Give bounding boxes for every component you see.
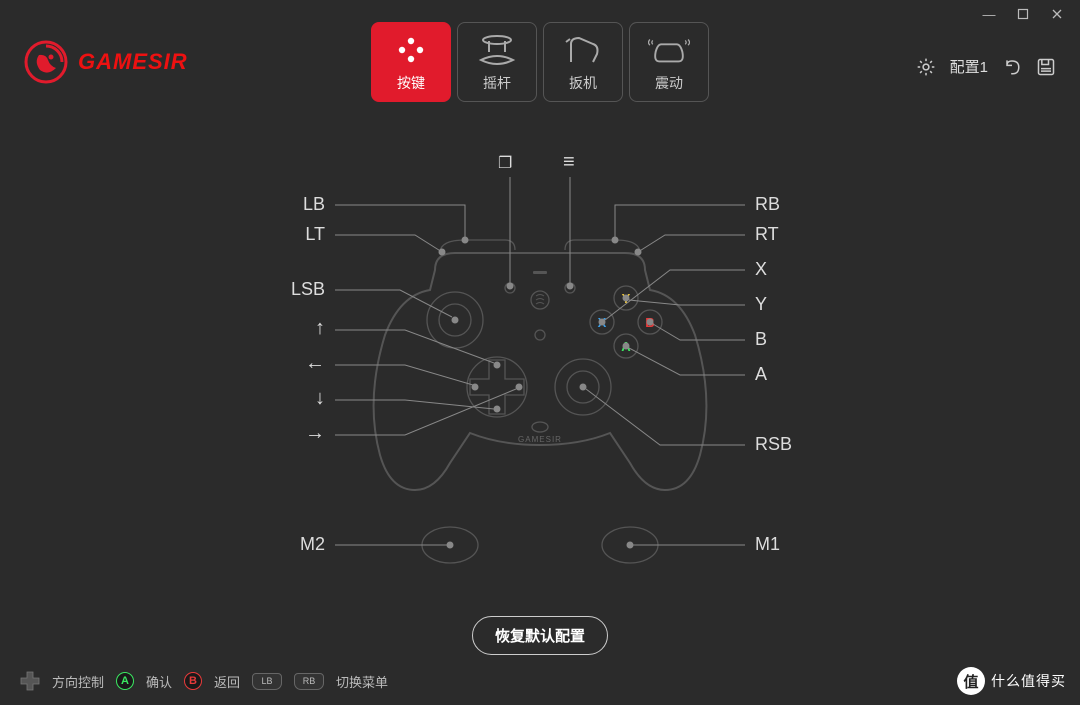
footer-hints: 方向控制 A 确认 B 返回 LB RB 切换菜单 [20, 671, 388, 691]
label-x[interactable]: X [755, 259, 767, 280]
lb-hint-icon: LB [252, 673, 282, 690]
label-left[interactable]: ← [305, 352, 325, 375]
vibrate-tab-icon [648, 31, 690, 69]
sticks-tab-icon [476, 31, 518, 69]
menu-icon[interactable]: ≡ [563, 151, 575, 174]
controller-diagram: Y X B A GAMESIR [240, 155, 840, 595]
hint-switch: 切换菜单 [336, 672, 388, 691]
watermark-badge: 值 [957, 667, 985, 695]
label-m2[interactable]: M2 [300, 534, 325, 555]
tab-sticks[interactable]: 摇杆 [457, 22, 537, 102]
hint-back: 返回 [214, 672, 240, 691]
label-m1[interactable]: M1 [755, 534, 780, 555]
label-up[interactable]: ↑ [315, 317, 325, 340]
maximize-button[interactable] [1006, 2, 1040, 26]
label-down[interactable]: ↓ [315, 387, 325, 410]
close-button[interactable] [1040, 2, 1074, 26]
label-rt[interactable]: RT [755, 224, 779, 245]
b-hint-icon: B [184, 672, 202, 690]
save-icon[interactable] [1036, 57, 1056, 77]
logo-icon [24, 40, 68, 84]
window-controls: — [972, 2, 1074, 26]
reset-defaults-button[interactable]: 恢复默认配置 [472, 616, 608, 655]
label-a[interactable]: A [755, 364, 767, 385]
tab-label: 扳机 [569, 73, 597, 93]
label-rb[interactable]: RB [755, 194, 780, 215]
close-icon [1051, 8, 1063, 20]
rb-hint-icon: RB [294, 673, 324, 690]
brand-logo: GAMESIR [24, 40, 188, 84]
label-b[interactable]: B [755, 329, 767, 350]
tab-label: 震动 [655, 73, 683, 93]
tab-label: 摇杆 [483, 73, 511, 93]
config-toolbar: 配置1 [916, 56, 1056, 77]
reset-label: 恢复默认配置 [495, 628, 585, 645]
a-hint-icon: A [116, 672, 134, 690]
label-lt[interactable]: LT [305, 224, 325, 245]
label-lb[interactable]: LB [303, 194, 325, 215]
dpad-icon [20, 671, 40, 691]
svg-text:GAMESIR: GAMESIR [518, 435, 562, 444]
label-right[interactable]: → [305, 422, 325, 445]
label-lsb[interactable]: LSB [291, 279, 325, 300]
tab-bar: 按键 摇杆 扳机 震动 [371, 22, 709, 102]
label-rsb[interactable]: RSB [755, 434, 792, 455]
app-window: — GAMESIR 按键 摇杆 [0, 0, 1080, 705]
tab-vibrate[interactable]: 震动 [629, 22, 709, 102]
watermark-text: 什么值得买 [991, 671, 1066, 691]
tab-triggers[interactable]: 扳机 [543, 22, 623, 102]
gear-icon[interactable] [916, 57, 936, 77]
brand-text: GAMESIR [78, 49, 188, 75]
minimize-icon: — [983, 7, 996, 22]
config-name[interactable]: 配置1 [950, 56, 988, 77]
watermark: 值 什么值得买 [957, 667, 1066, 695]
undo-icon[interactable] [1002, 57, 1022, 77]
triggers-tab-icon [562, 31, 604, 69]
maximize-icon [1017, 8, 1029, 20]
label-y[interactable]: Y [755, 294, 767, 315]
tab-label: 按键 [397, 73, 425, 93]
buttons-tab-icon [390, 31, 432, 69]
tab-buttons[interactable]: 按键 [371, 22, 451, 102]
hint-dpad: 方向控制 [52, 672, 104, 691]
view-icon[interactable]: ❐ [498, 153, 512, 173]
minimize-button[interactable]: — [972, 2, 1006, 26]
hint-confirm: 确认 [146, 672, 172, 691]
